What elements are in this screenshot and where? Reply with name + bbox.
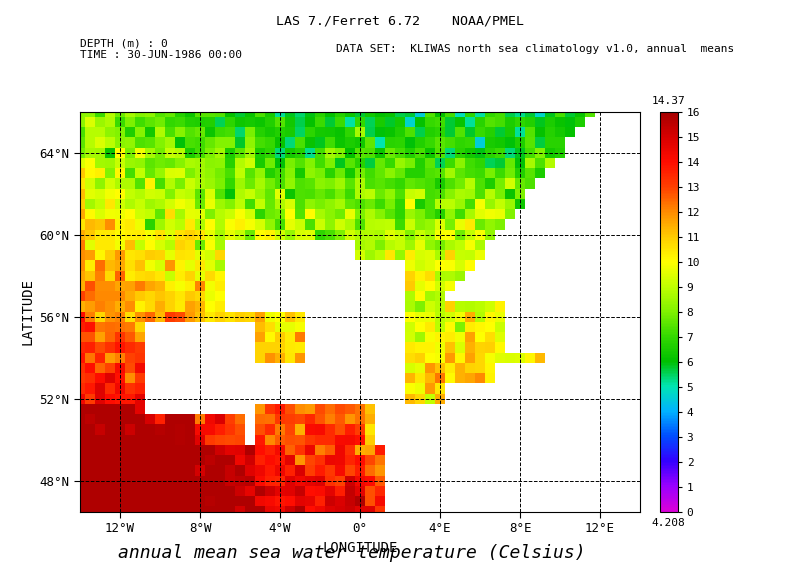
Text: 4.208: 4.208 [652,517,686,527]
Text: DEPTH (m) : 0: DEPTH (m) : 0 [80,38,168,48]
Text: TIME : 30-JUN-1986 00:00: TIME : 30-JUN-1986 00:00 [80,50,242,60]
Text: 14.37: 14.37 [652,96,686,106]
X-axis label: LONGITUDE: LONGITUDE [322,540,398,554]
Text: annual mean sea water temperature (Celsius): annual mean sea water temperature (Celsi… [118,543,586,562]
Text: DATA SET:  KLIWAS north sea climatology v1.0, annual  means: DATA SET: KLIWAS north sea climatology v… [336,44,734,54]
Y-axis label: LATITUDE: LATITUDE [20,278,34,345]
Text: LAS 7./Ferret 6.72    NOAA/PMEL: LAS 7./Ferret 6.72 NOAA/PMEL [276,15,524,28]
